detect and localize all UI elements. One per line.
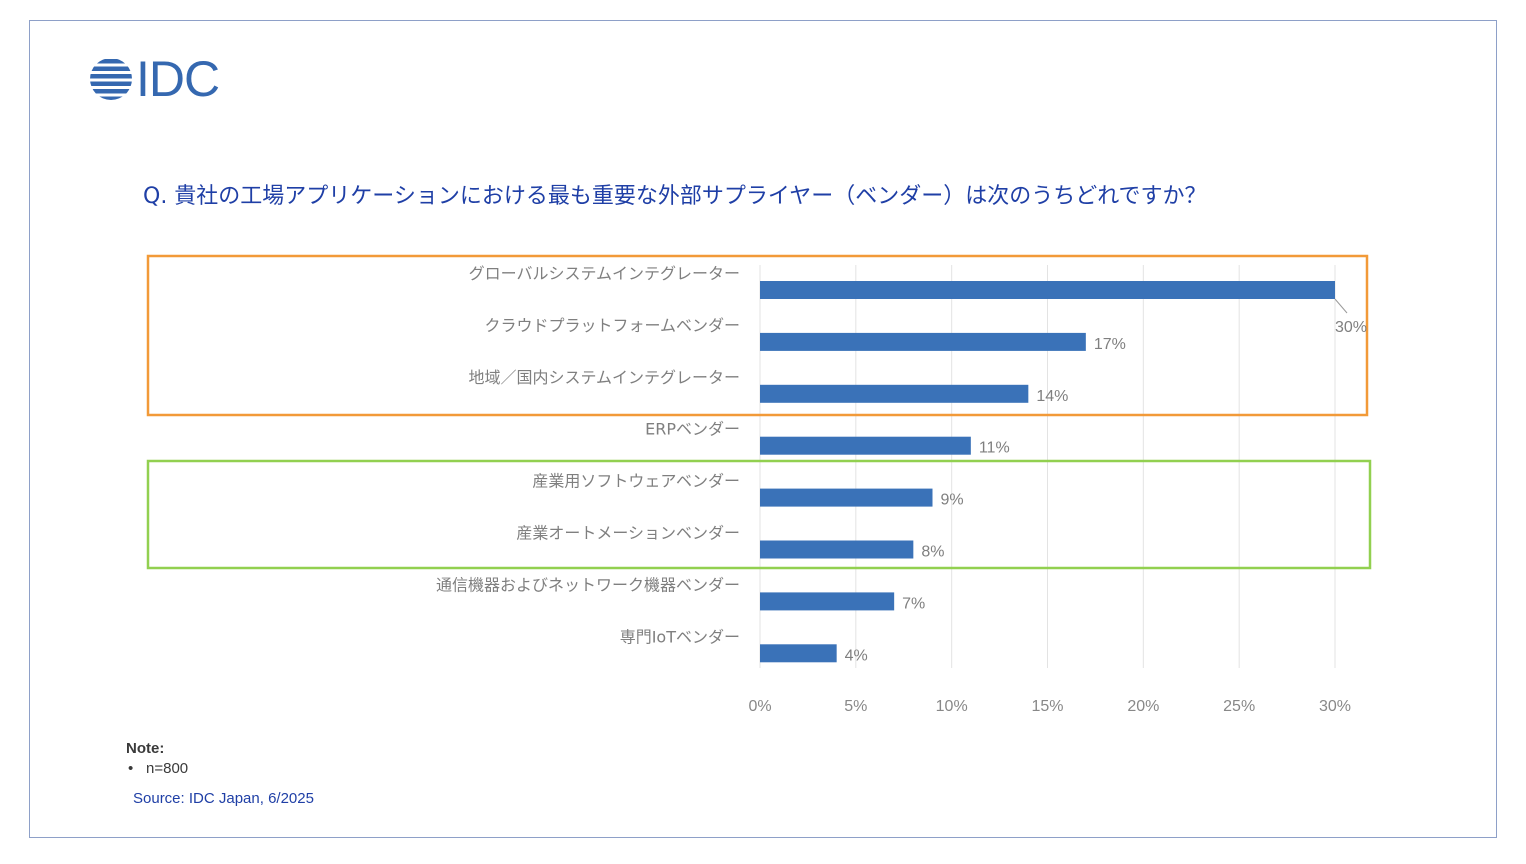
note: Note: • n=800 [126,740,188,777]
x-tick-label: 20% [1127,698,1159,715]
idc-logo: IDC [88,51,220,107]
bar [760,436,971,455]
bar [760,644,837,663]
data-label: 30% [1335,319,1367,336]
note-title: Note: [126,740,165,757]
bar [760,592,895,611]
category-label: 通信機器およびネットワーク機器ベンダー [436,575,740,594]
x-tick-label: 30% [1319,698,1351,715]
idc-globe-icon [90,59,132,100]
data-label: 4% [845,647,868,664]
highlight-box-orange [146,254,1369,417]
data-label: 14% [1036,388,1068,405]
data-label: 7% [902,595,925,612]
data-label: 9% [941,492,964,509]
x-tick-label: 25% [1223,698,1255,715]
data-label: 17% [1094,336,1126,353]
question-title: Q. 貴社の工場アプリケーションにおける最も重要な外部サプライヤー（ベンダー）は… [143,184,1207,209]
bar [760,332,1086,351]
x-tick-label: 15% [1031,698,1063,715]
note-item-text: n=800 [146,760,189,777]
source-text: Source: IDC Japan, 6/2025 [133,790,314,807]
logo-text: IDC [136,51,220,107]
category-label: ERPベンダー [645,420,740,439]
x-tick-label: 0% [748,698,771,715]
bar [760,281,1335,299]
category-label: 専門IoTベンダー [620,627,740,646]
data-label-leader [1334,298,1348,314]
highlight-box-green [146,459,1372,570]
category-label: 産業オートメーションベンダー [516,524,740,543]
bar [760,384,1029,403]
x-tick-label: 5% [844,698,867,715]
data-label: 8% [921,544,944,561]
category-label: クラウドプラットフォームベンダー [484,316,740,335]
category-label: グローバルシステムインテグレーター [469,264,740,283]
category-label: 産業用ソフトウェアベンダー [532,472,740,491]
slide-frame [29,20,1497,838]
bar [760,540,914,559]
category-label: 地域／国内システムインテグレーター [468,368,740,387]
data-label: 11% [979,440,1010,457]
bar [760,488,933,507]
x-tick-label: 10% [936,698,968,715]
note-item: • n=800 [128,760,189,777]
